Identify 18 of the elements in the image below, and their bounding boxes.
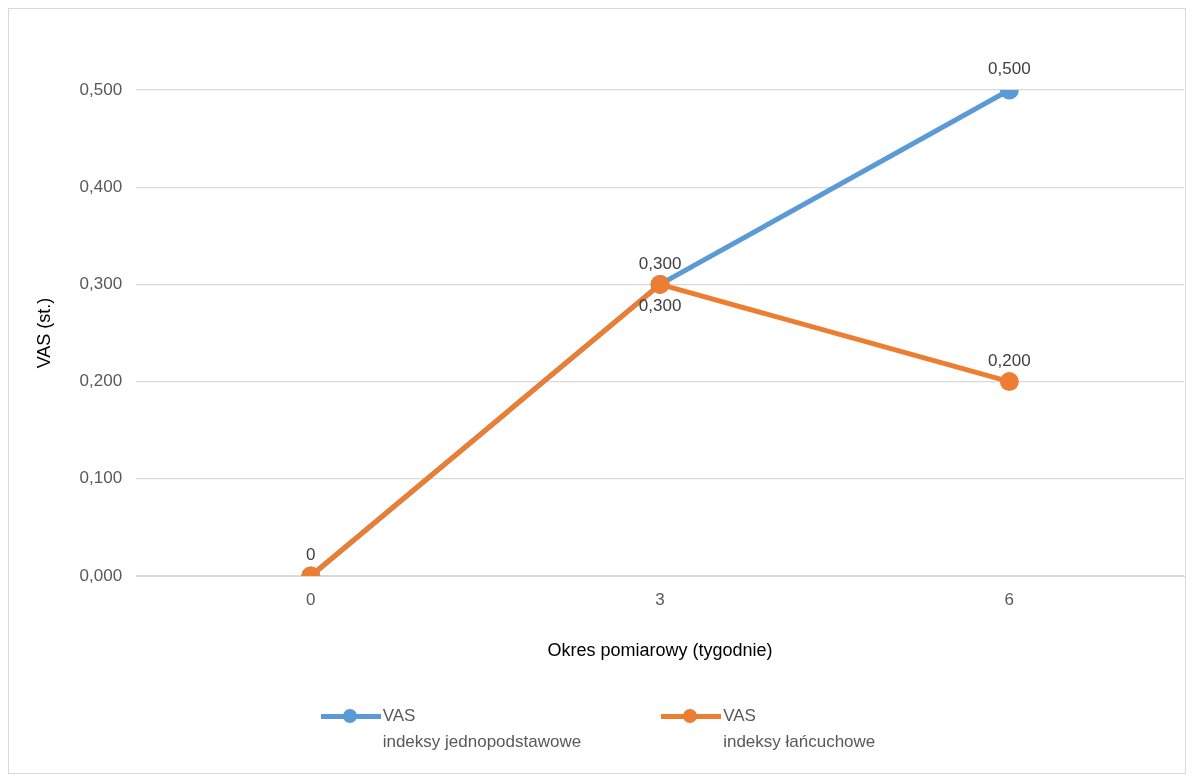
legend-label: VAS indeksy jednopodstawowe <box>382 705 582 753</box>
y-tick-label: 0,200 <box>79 371 123 391</box>
x-tick-label: 0 <box>306 589 316 609</box>
x-axis-title: Okres pomiarowy (tygodnie) <box>547 640 773 661</box>
y-tick-label: 0,300 <box>79 274 123 294</box>
y-tick-label: 0,400 <box>79 176 123 196</box>
x-tick-label: 6 <box>1004 589 1015 609</box>
y-tick-label: 0,100 <box>79 468 123 488</box>
data-label: 0,200 <box>988 350 1031 370</box>
x-tick-label: 3 <box>655 589 665 609</box>
data-label: 0,300 <box>638 253 682 273</box>
y-tick-label: 0,500 <box>79 79 123 99</box>
y-axis-title: VAS (st.) <box>33 297 54 369</box>
y-tick-label: 0,000 <box>79 565 123 585</box>
legend-label: VAS indeksy łańcuchowe <box>723 705 876 753</box>
data-label: 0 <box>306 545 316 565</box>
data-label: 0,500 <box>988 59 1031 79</box>
data-label: 0,300 <box>638 295 682 315</box>
